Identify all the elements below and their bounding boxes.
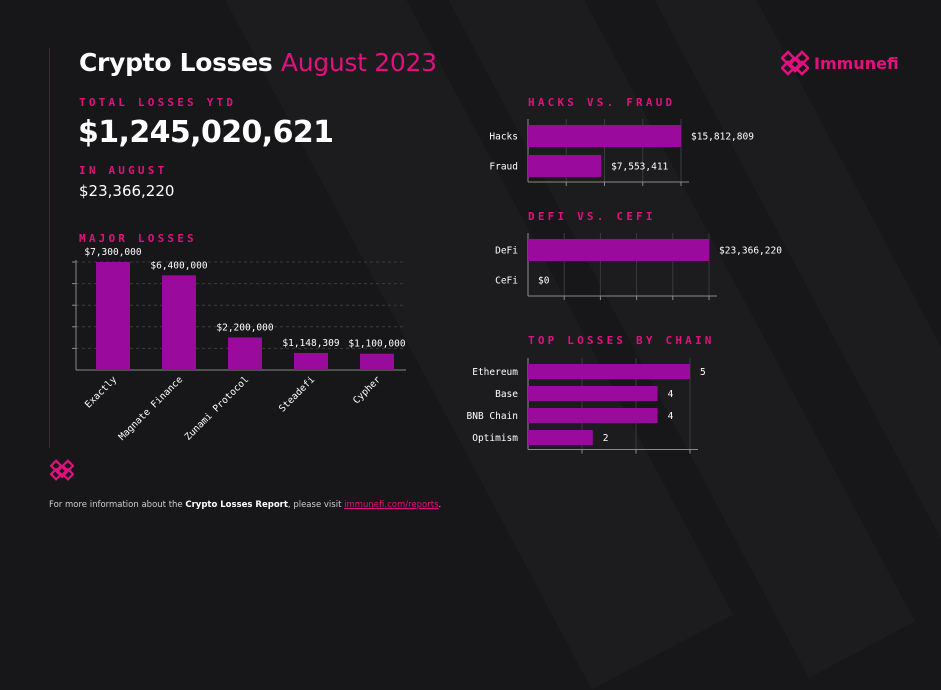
august-value: $23,366,220	[79, 182, 175, 200]
y-tick-label: BNB Chain	[467, 411, 518, 422]
y-tick-label: Optimism	[472, 433, 518, 444]
data-label: $23,366,220	[719, 246, 782, 257]
data-label: $2,200,000	[216, 322, 273, 333]
bar	[162, 275, 196, 370]
bar	[528, 408, 658, 423]
major-losses-chart: $7,300,000 Exactly $6,400,000 Magnate Finan…	[72, 247, 406, 443]
total-losses-label: TOTAL LOSSES YTD	[79, 96, 237, 109]
hacks-vs-fraud-title: HACKS VS. FRAUD	[528, 96, 676, 109]
data-label: $1,148,309	[282, 338, 339, 349]
bar	[294, 353, 328, 370]
title-main: Crypto Losses	[79, 48, 273, 77]
brand-name: Immunefi	[814, 53, 899, 73]
y-tick-label: Fraud	[489, 162, 518, 173]
bar	[528, 430, 593, 445]
bar	[360, 353, 394, 370]
bar	[528, 125, 681, 147]
footer-report-name: Crypto Losses Report	[185, 500, 288, 510]
x-tick-label: Exactly	[83, 374, 119, 410]
bar	[528, 364, 690, 379]
bar	[96, 262, 130, 370]
footer-prefix: For more information about the	[49, 500, 186, 510]
x-tick-label: Cypher	[351, 374, 383, 406]
bar	[228, 337, 262, 370]
data-label: 5	[700, 367, 706, 378]
immunefi-logo-icon	[781, 50, 809, 76]
data-label: 2	[603, 433, 609, 444]
footer-suffix: .	[438, 500, 442, 510]
data-label: $0	[538, 276, 550, 287]
bar	[528, 239, 709, 261]
footer-link[interactable]: immunefi.com/reports	[344, 500, 439, 510]
brand-logo[interactable]: Immunefi	[781, 50, 899, 76]
footer-logo	[49, 459, 75, 485]
bar	[528, 386, 658, 401]
august-label: IN AUGUST	[79, 164, 168, 177]
y-tick-label: Hacks	[489, 132, 518, 143]
data-label: 4	[668, 411, 674, 422]
background-shape	[647, 0, 941, 657]
data-label: 4	[668, 389, 674, 400]
y-tick-label: Base	[495, 389, 518, 400]
data-label: $6,400,000	[150, 260, 207, 271]
bar	[528, 155, 602, 177]
y-tick-label: DeFi	[495, 246, 518, 257]
x-tick-label: Magnate Finance	[117, 374, 186, 443]
data-label: $7,553,411	[611, 162, 668, 173]
defi-vs-cefi-chart: DeFi $23,366,220 CeFi $0	[495, 233, 782, 300]
top-losses-by-chain-title: TOP LOSSES BY CHAIN	[528, 334, 715, 347]
data-label: $7,300,000	[84, 247, 141, 258]
y-tick-label: CeFi	[495, 276, 518, 287]
x-tick-label: Zunami Protocol	[183, 374, 251, 442]
defi-vs-cefi-title: DEFI VS. CEFI	[528, 210, 656, 223]
footer-note: For more information about the Crypto Lo…	[49, 500, 441, 510]
page-title: Crypto Losses August 2023	[79, 48, 437, 77]
y-tick-label: Ethereum	[472, 367, 518, 378]
total-losses-value: $1,245,020,621	[78, 115, 334, 150]
data-label: $1,100,000	[348, 339, 405, 350]
top-losses-by-chain-chart: Ethereum 5 Base 4 BNB Chain 4 Optimism 2	[467, 358, 706, 454]
x-tick-label: Steadefi	[277, 374, 317, 414]
hacks-vs-fraud-chart: Hacks $15,812,809 Fraud $7,553,411	[489, 119, 754, 186]
data-label: $15,812,809	[691, 132, 754, 143]
title-accent: August 2023	[280, 48, 437, 77]
major-losses-title: MAJOR LOSSES	[79, 232, 197, 245]
immunefi-logo-icon	[49, 459, 75, 481]
divider-line	[49, 48, 50, 448]
footer-middle: , please visit	[287, 500, 345, 510]
